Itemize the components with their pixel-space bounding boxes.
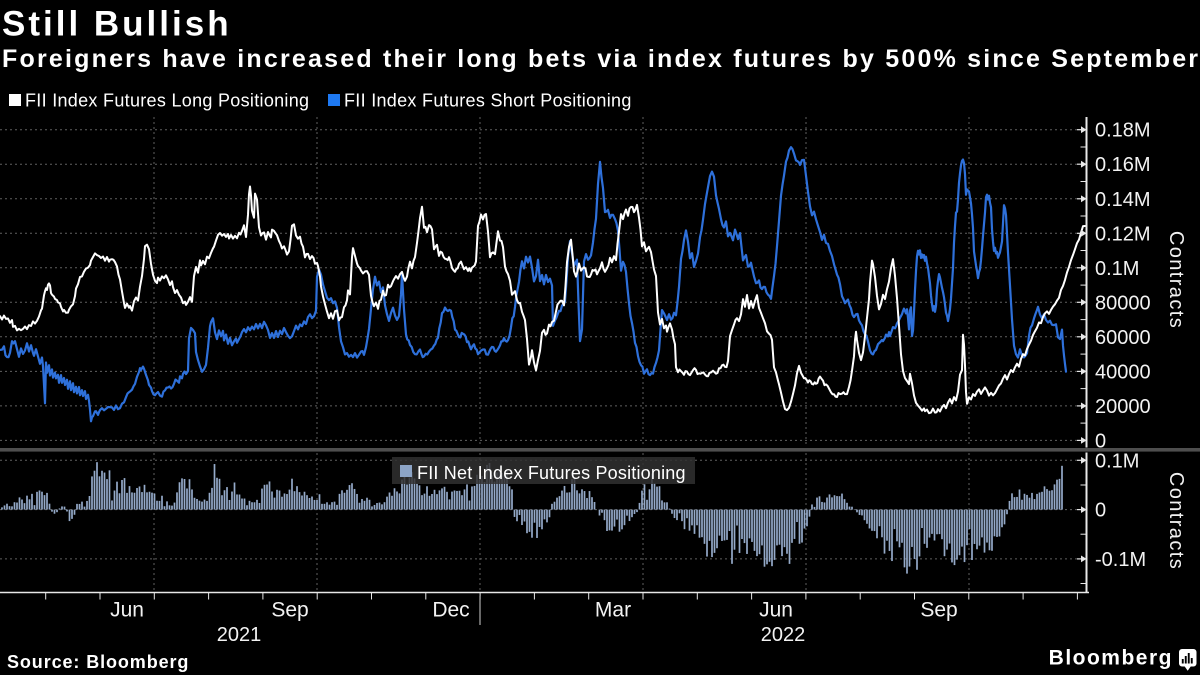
svg-text:-0.1M: -0.1M — [1095, 549, 1146, 571]
svg-text:Foreigners have increased thei: Foreigners have increased their long bet… — [2, 45, 1200, 73]
svg-text:Contracts: Contracts — [1165, 472, 1187, 570]
svg-text:0.18M: 0.18M — [1095, 120, 1151, 142]
svg-text:Bloomberg: Bloomberg — [1049, 647, 1173, 670]
svg-text:Jun: Jun — [110, 599, 144, 622]
svg-text:60000: 60000 — [1095, 327, 1151, 349]
svg-text:80000: 80000 — [1095, 292, 1151, 314]
svg-text:0: 0 — [1095, 500, 1106, 522]
svg-text:FII Net Index Futures Position: FII Net Index Futures Positioning — [417, 463, 686, 483]
svg-text:Source: Bloomberg: Source: Bloomberg — [7, 652, 189, 672]
svg-text:20000: 20000 — [1095, 396, 1151, 418]
svg-text:40000: 40000 — [1095, 361, 1151, 383]
svg-text:0.1M: 0.1M — [1095, 450, 1139, 472]
svg-text:Dec: Dec — [432, 599, 469, 622]
svg-text:Still Bullish: Still Bullish — [2, 5, 232, 44]
svg-text:0: 0 — [1095, 430, 1106, 452]
svg-text:2021: 2021 — [217, 624, 262, 646]
svg-text:0.12M: 0.12M — [1095, 223, 1151, 245]
svg-text:0.14M: 0.14M — [1095, 189, 1151, 211]
svg-text:2022: 2022 — [761, 624, 806, 646]
svg-text:Sep: Sep — [920, 599, 957, 622]
svg-text:0.16M: 0.16M — [1095, 154, 1151, 176]
svg-text:Sep: Sep — [271, 599, 308, 622]
svg-text:Contracts: Contracts — [1165, 231, 1187, 329]
svg-text:FII Index Futures Short Positi: FII Index Futures Short Positioning — [344, 91, 632, 111]
svg-text:Mar: Mar — [595, 599, 631, 622]
svg-text:0.1M: 0.1M — [1095, 258, 1139, 280]
svg-text:FII Index Futures Long Positio: FII Index Futures Long Positioning — [25, 91, 309, 111]
svg-text:Jun: Jun — [759, 599, 793, 622]
